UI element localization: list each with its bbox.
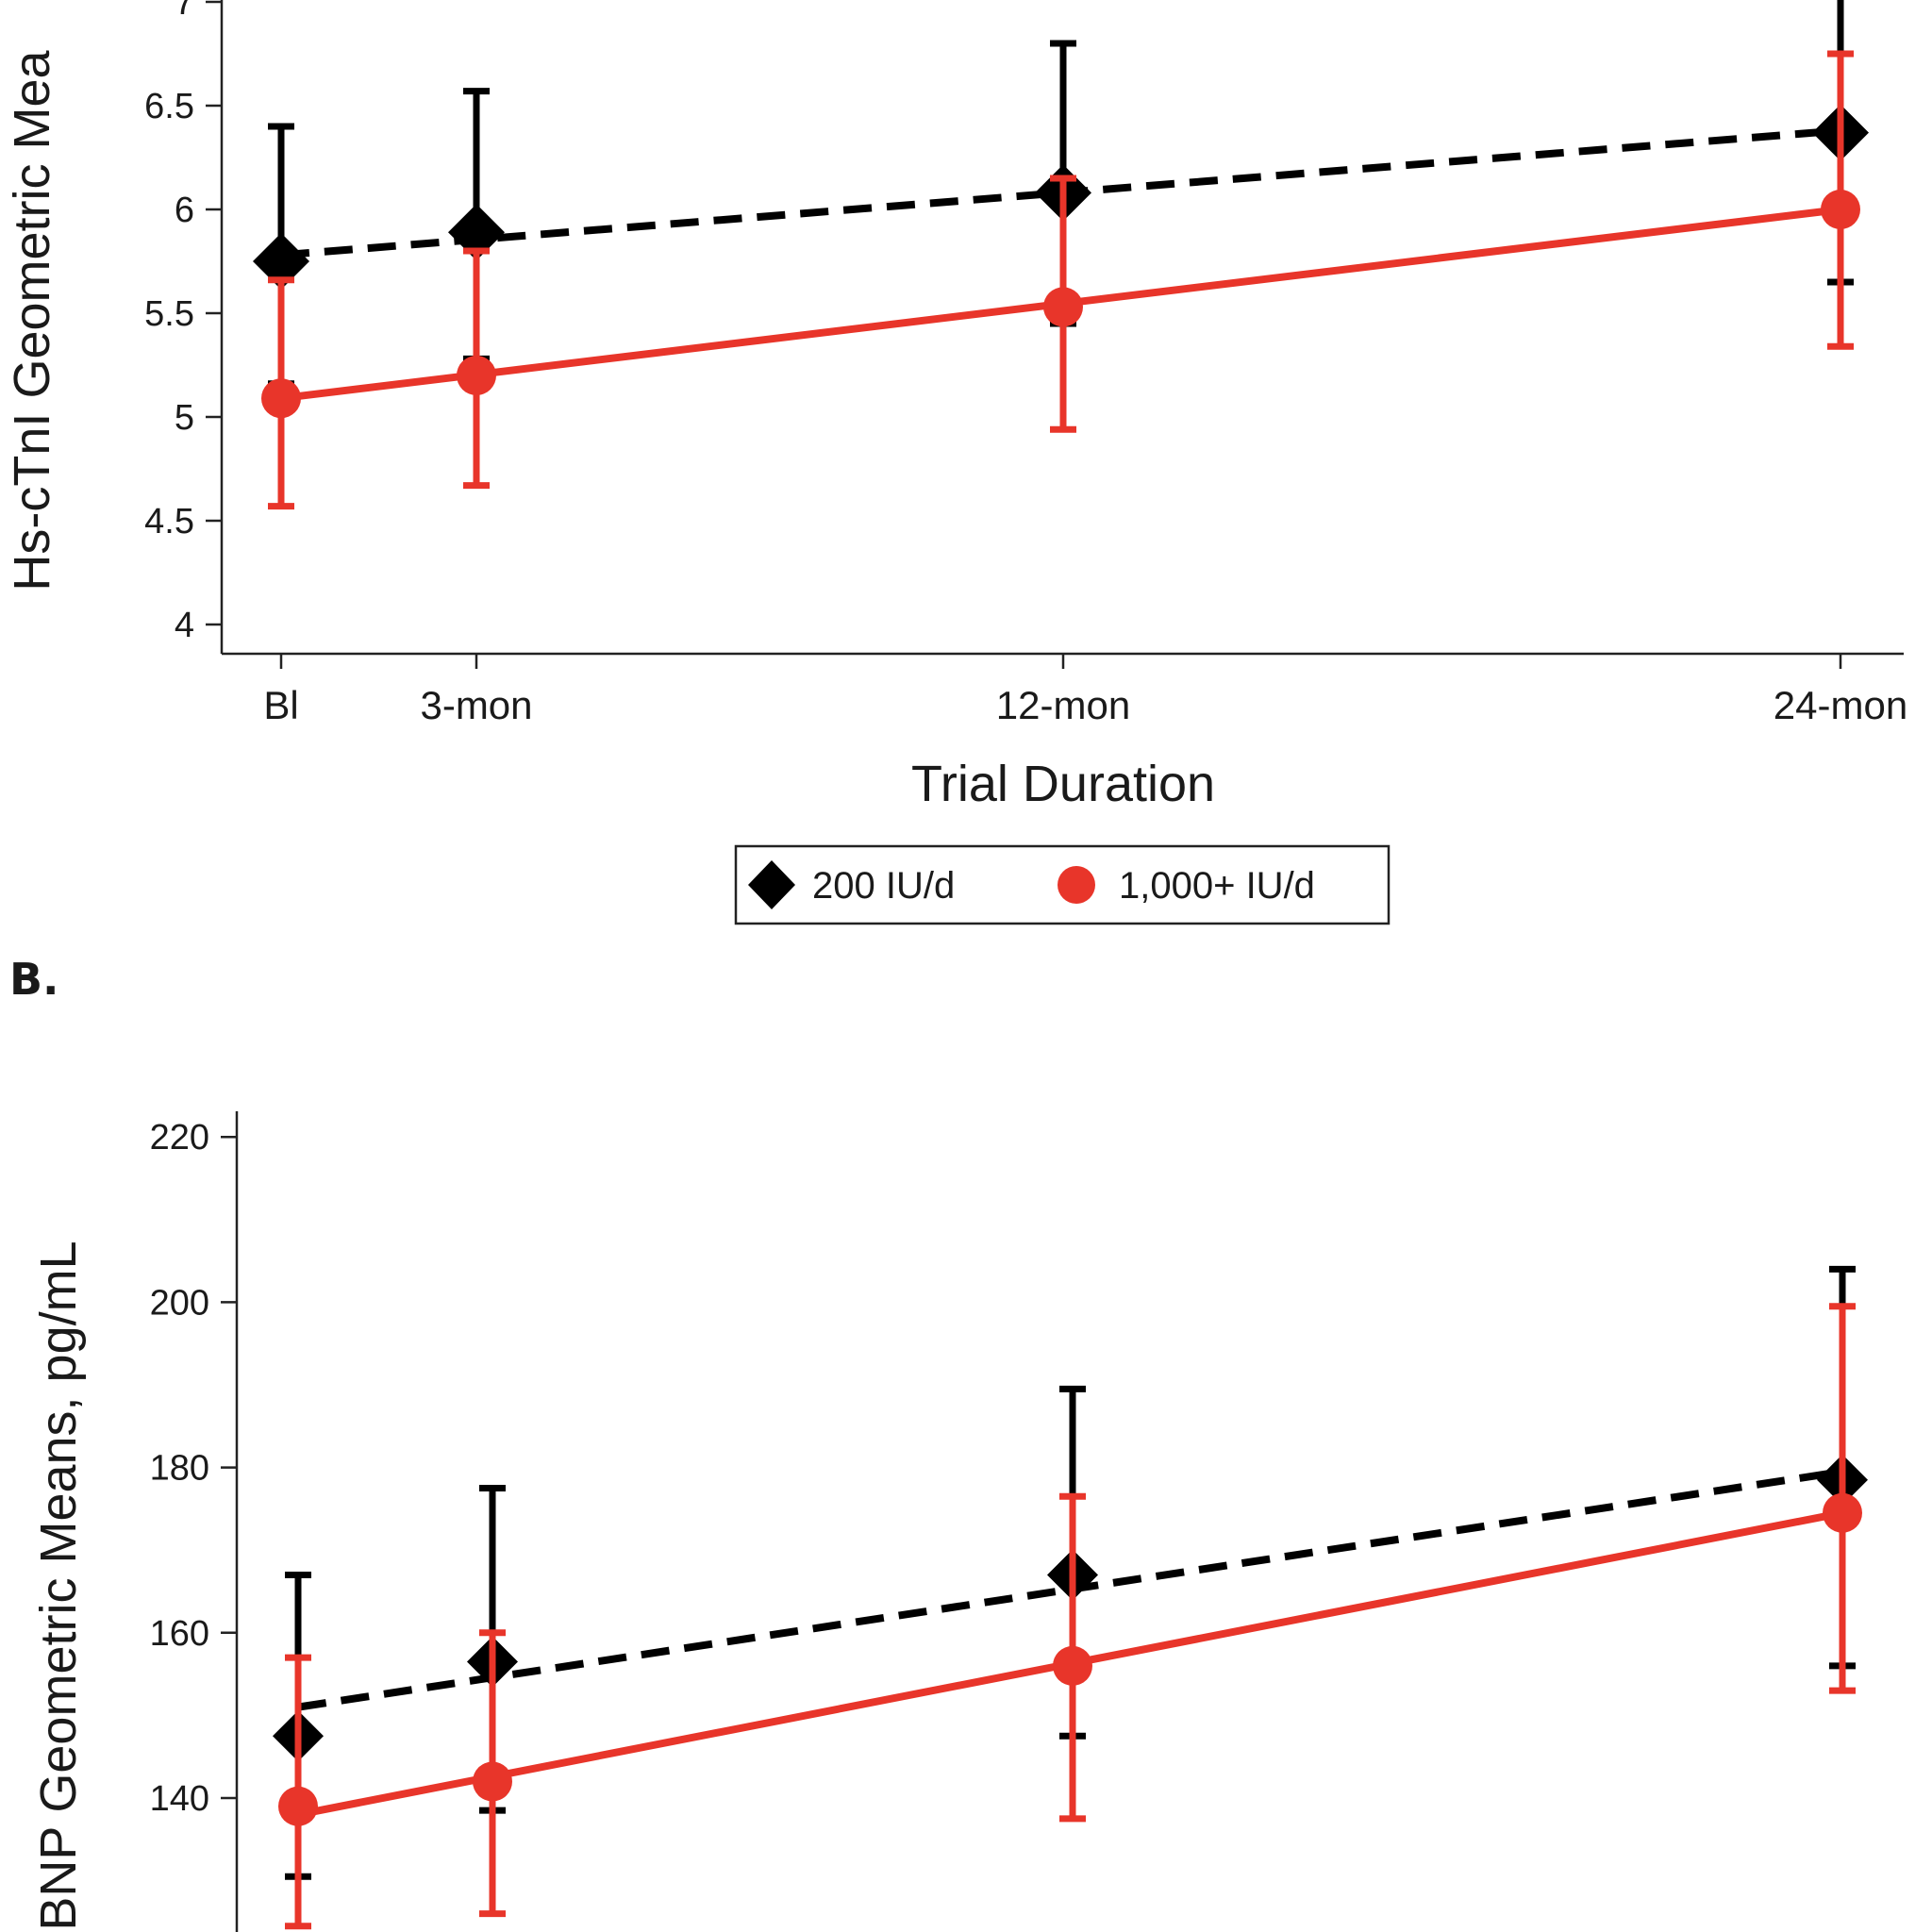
panel-b-y-tick-label: 220 bbox=[150, 1118, 209, 1158]
panel-a-x-tick-label: 24-mon bbox=[1774, 683, 1907, 727]
panel-b-point-circle bbox=[473, 1761, 512, 1802]
panel-b-point-circle bbox=[1053, 1645, 1092, 1686]
panel-a-y-tick-label: 4 bbox=[175, 606, 194, 645]
panel-b-chart: -BNP Geometric Means, pg/mL 140 160 180 200… bbox=[30, 1111, 1868, 1932]
legend-label-1000: 1,000+ IU/d bbox=[1119, 865, 1315, 907]
panel-b-label: B. bbox=[9, 954, 59, 1005]
panel-b-y-tick-label: 140 bbox=[150, 1779, 209, 1819]
panel-b-point-circle bbox=[1823, 1492, 1862, 1533]
panel-a-x-tick-label: 12-mon bbox=[996, 683, 1130, 727]
panel-a-y-axis-title: Hs-cTnI Geometric Mea bbox=[4, 49, 60, 591]
panel-a-y-tick-label: 4.5 bbox=[144, 502, 194, 541]
panel-b-y-tick-label: 180 bbox=[150, 1449, 209, 1489]
panel-a-point-circle bbox=[261, 378, 301, 419]
panel-a-y-tick-label: 5.5 bbox=[144, 294, 194, 334]
panel-a-point-circle bbox=[1043, 287, 1083, 327]
panel-a-x-axis-title: Trial Duration bbox=[911, 756, 1215, 812]
panel-b-series bbox=[273, 1265, 1868, 1930]
panel-a-y-tick-label: 5 bbox=[175, 398, 194, 438]
panel-a-chart: Hs-cTnI Geometric Mea Trial Duration 4 4.… bbox=[4, 0, 1907, 812]
panel-a-y-tick-label: 6.5 bbox=[144, 87, 194, 126]
legend-circle-marker bbox=[1058, 866, 1095, 904]
panel-a-point-circle bbox=[457, 356, 496, 395]
panel-a-x-ticks: Bl 3-mon 12-mon 24-mon bbox=[263, 654, 1907, 727]
legend-label-200: 200 IU/d bbox=[812, 865, 955, 907]
panel-b-y-tick-label: 200 bbox=[150, 1283, 209, 1323]
panel-b-y-axis-title: -BNP Geometric Means, pg/mL bbox=[30, 1241, 87, 1932]
legend: 200 IU/d 1,000+ IU/d bbox=[734, 844, 1391, 925]
panel-b-point-circle bbox=[278, 1786, 318, 1826]
panel-a-point-circle bbox=[1821, 190, 1860, 229]
panel-a-y-tick-label: 7 bbox=[175, 0, 194, 23]
panel-a-series bbox=[253, 0, 1869, 510]
panel-b-y-ticks: 140 160 180 200 220 bbox=[150, 1118, 237, 1819]
panel-a-x-tick-label: Bl bbox=[263, 683, 298, 727]
panel-a-point-diamond bbox=[448, 204, 505, 261]
panel-a-y-tick-label: 6 bbox=[175, 191, 194, 230]
panel-a-point-diamond bbox=[253, 233, 309, 290]
panel-b-series-red bbox=[278, 1303, 1862, 1930]
legend-diamond-marker bbox=[748, 860, 795, 909]
panel-a-x-tick-label: 3-mon bbox=[420, 683, 532, 727]
panel-b-y-tick-label: 160 bbox=[150, 1614, 209, 1654]
panel-a-series-red bbox=[261, 50, 1860, 510]
panel-a-y-ticks: 4 4.5 5 5.5 6 6.5 7 bbox=[144, 0, 222, 645]
